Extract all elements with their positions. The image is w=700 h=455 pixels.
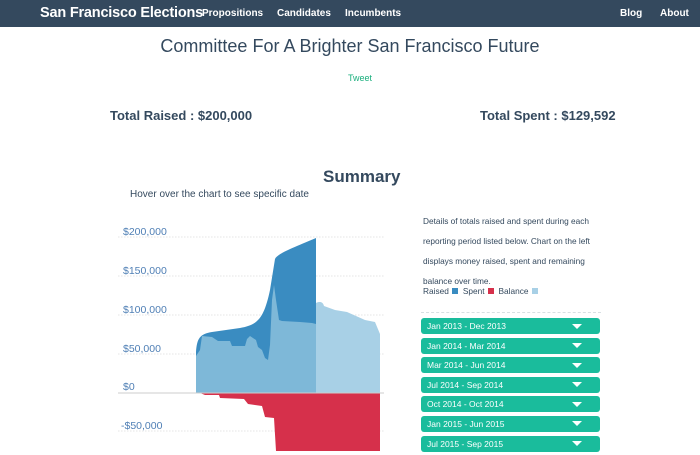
divider: [421, 312, 601, 313]
tweet-link[interactable]: Tweet: [347, 73, 372, 83]
period-toggle[interactable]: Jan 2013 - Dec 2013: [421, 318, 600, 334]
chart-legend: Raised Spent Balance: [423, 286, 540, 296]
legend-balance-label: Balance: [498, 286, 529, 296]
nav-candidates[interactable]: Candidates: [277, 8, 331, 19]
y-tick-150000: $150,000: [123, 265, 167, 277]
total-spent: Total Spent : $129,592: [480, 108, 616, 123]
nav-blog[interactable]: Blog: [620, 8, 643, 19]
nav-incumbents[interactable]: Incumbents: [345, 8, 402, 19]
legend-balance-swatch: [531, 288, 538, 294]
caret-down-icon: [572, 441, 582, 447]
summary-heading: Summary: [323, 167, 401, 186]
caret-down-icon: [572, 382, 582, 388]
total-raised: Total Raised : $200,000: [110, 108, 253, 123]
period-toggle[interactable]: Mar 2014 - Jun 2014: [421, 357, 600, 374]
nav-about[interactable]: About: [660, 8, 689, 19]
legend-raised-swatch: [451, 288, 458, 294]
y-tick-200000: $200,000: [123, 226, 167, 238]
period-label: Jan 2015 - Jun 2015: [427, 418, 505, 429]
period-label: Jul 2014 - Sep 2014: [427, 379, 504, 390]
period-label: Jul 2015 - Sep 2015: [427, 438, 504, 449]
y-tick-0: $0: [123, 381, 135, 393]
caret-down-icon: [572, 343, 582, 349]
caret-down-icon: [572, 401, 582, 407]
legend-raised-label: Raised: [423, 286, 449, 296]
top-navbar: San Francisco Elections Propositions Can…: [0, 0, 700, 27]
period-label: Oct 2014 - Oct 2014: [427, 399, 504, 410]
period-toggle[interactable]: Jan 2015 - Jun 2015: [421, 415, 600, 432]
caret-down-icon: [572, 362, 582, 368]
page-title: Committee For A Brighter San Francisco F…: [160, 36, 540, 56]
period-toggle[interactable]: Jul 2014 - Sep 2014: [421, 376, 600, 393]
hover-hint: Hover over the chart to see specific dat…: [130, 189, 309, 200]
reporting-periods-list: Jan 2013 - Dec 2013 Jan 2014 - Mar 2014 …: [421, 318, 600, 455]
period-toggle[interactable]: Jul 2015 - Sep 2015: [421, 435, 600, 452]
period-toggle[interactable]: Jan 2014 - Mar 2014: [421, 337, 600, 354]
caret-down-icon: [572, 421, 582, 427]
caret-down-icon: [572, 323, 582, 329]
nav-propositions[interactable]: Propositions: [202, 8, 264, 19]
y-tick-50000: $50,000: [123, 343, 161, 355]
legend-spent-swatch: [487, 288, 494, 294]
period-label: Jan 2014 - Mar 2014: [427, 340, 506, 351]
period-label: Jan 2013 - Dec 2013: [427, 321, 506, 331]
y-tick-neg-50000: -$50,000: [121, 420, 163, 432]
summary-description: Details of totals raised and spent durin…: [423, 216, 590, 286]
y-tick-100000: $100,000: [123, 304, 167, 316]
brand-link[interactable]: San Francisco Elections: [40, 5, 204, 21]
legend-spent-label: Spent: [462, 286, 485, 296]
money-area-chart[interactable]: $200,000 $150,000 $100,000 $50,000 $0 -$…: [0, 210, 400, 451]
period-toggle[interactable]: Oct 2014 - Oct 2014: [421, 396, 600, 413]
period-label: Mar 2014 - Jun 2014: [427, 360, 506, 371]
